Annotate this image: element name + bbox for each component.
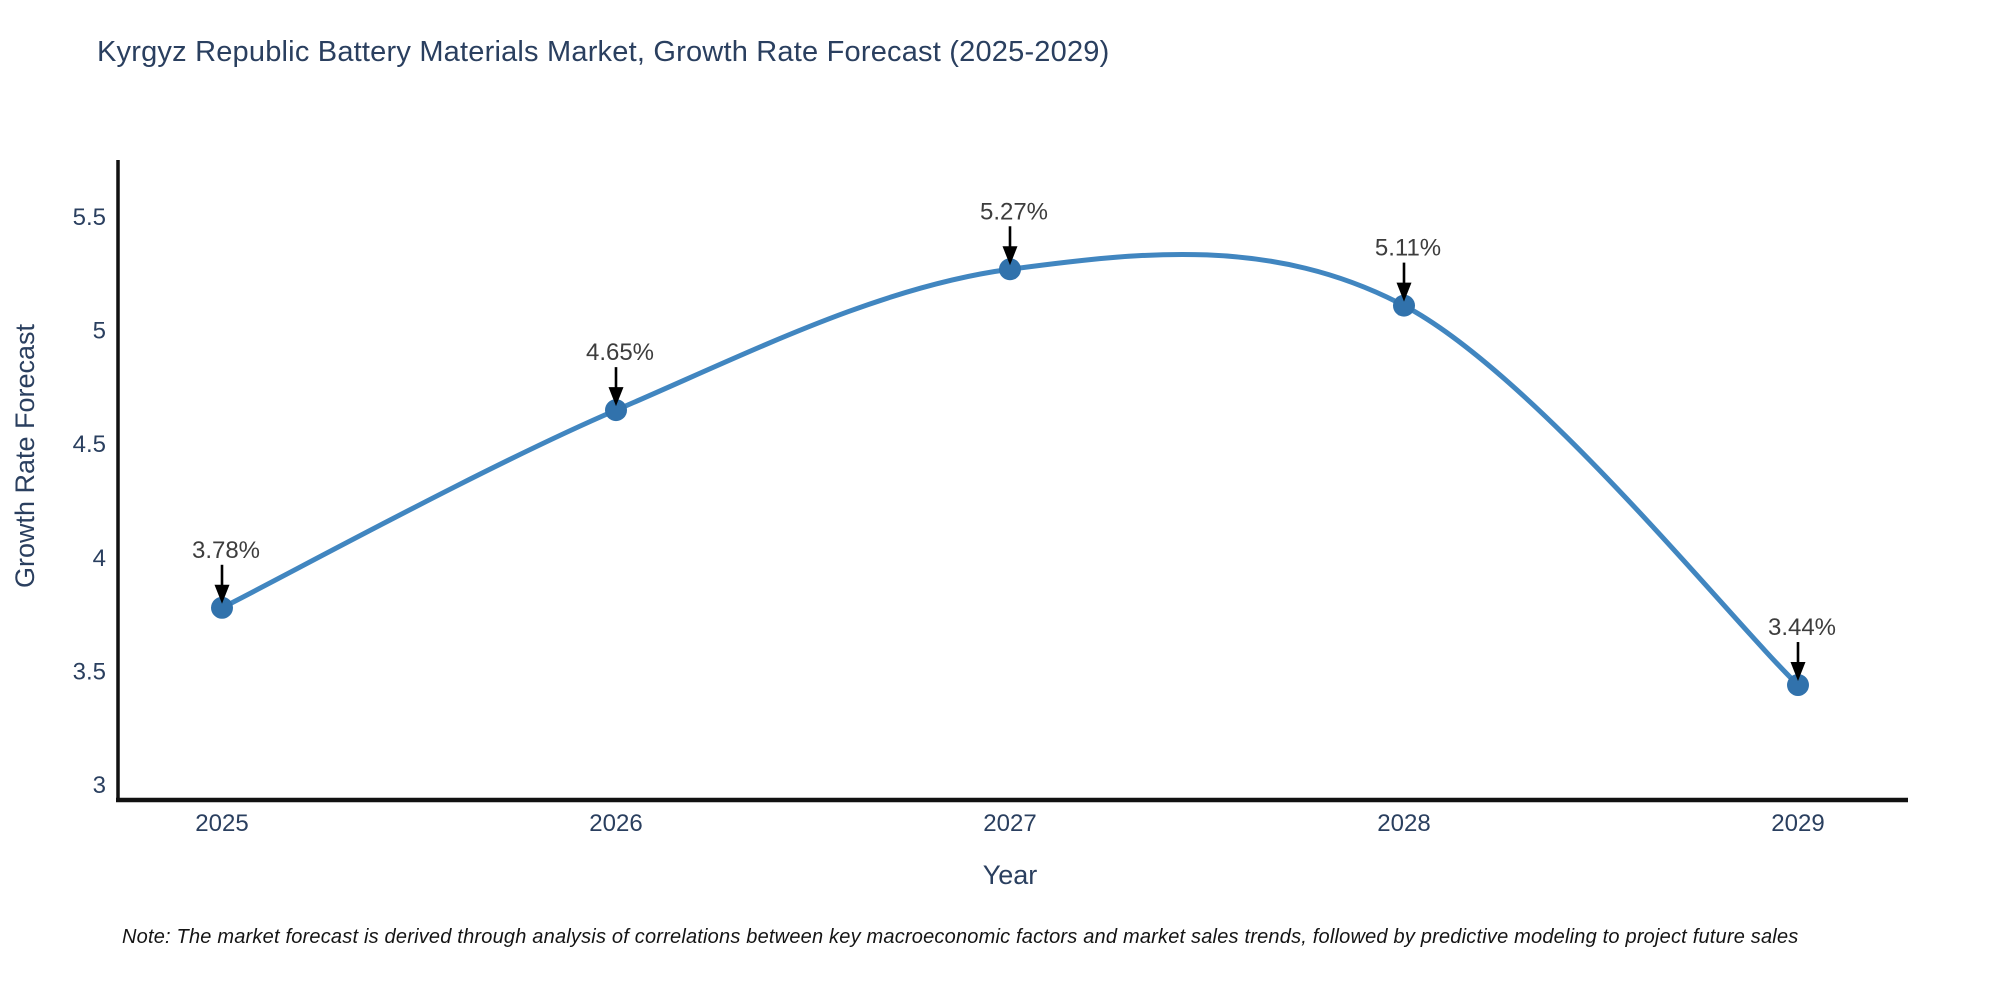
- data-point-marker[interactable]: [605, 399, 627, 422]
- footnote: Note: The market forecast is derived thr…: [122, 926, 1799, 948]
- y-tick-label: 3: [93, 772, 106, 799]
- x-tick-label: 2026: [589, 810, 642, 837]
- annotation-arrowhead: [1790, 662, 1806, 682]
- y-tick-label: 5.5: [73, 204, 106, 231]
- data-point-marker[interactable]: [999, 258, 1021, 281]
- x-axis-title: Year: [983, 860, 1038, 890]
- data-point-marker[interactable]: [211, 596, 233, 619]
- annotation-arrowhead: [1396, 282, 1412, 302]
- data-point-marker[interactable]: [1393, 294, 1415, 317]
- y-tick-label: 4: [93, 545, 106, 572]
- x-tick-label: 2025: [195, 810, 248, 837]
- point-annotation: 5.11%: [1375, 235, 1441, 262]
- y-tick-labels: 3 3.5 4 4.5 5 5.5: [73, 204, 106, 799]
- data-point-marker[interactable]: [1787, 674, 1809, 697]
- y-axis-title: Growth Rate Forecast: [10, 323, 40, 588]
- annotation-arrowhead: [608, 387, 624, 407]
- point-annotation: 4.65%: [586, 339, 654, 366]
- point-annotation: 3.78%: [192, 537, 260, 564]
- x-tick-label: 2028: [1377, 810, 1430, 837]
- y-tick-label: 4.5: [73, 431, 106, 458]
- annotation-arrowhead: [214, 584, 230, 604]
- y-tick-label: 5: [93, 318, 106, 345]
- point-annotation: 3.44%: [1768, 614, 1836, 641]
- annotation-arrowhead: [1002, 246, 1018, 266]
- x-tick-label: 2027: [983, 810, 1036, 837]
- trend-line-group: [219, 251, 1801, 688]
- point-annotations: 3.78% 4.65% 5.27% 5.11% 3.44%: [192, 198, 1836, 682]
- point-annotation: 5.27%: [980, 198, 1048, 225]
- y-tick-label: 3.5: [73, 658, 106, 685]
- x-tick-labels: 2025 2026 2027 2028 2029: [195, 810, 1824, 837]
- x-tick-label: 2029: [1771, 810, 1824, 837]
- trend-line: [219, 251, 1801, 688]
- data-point-markers: [211, 258, 1809, 697]
- chart-title: Kyrgyz Republic Battery Materials Market…: [97, 36, 1110, 68]
